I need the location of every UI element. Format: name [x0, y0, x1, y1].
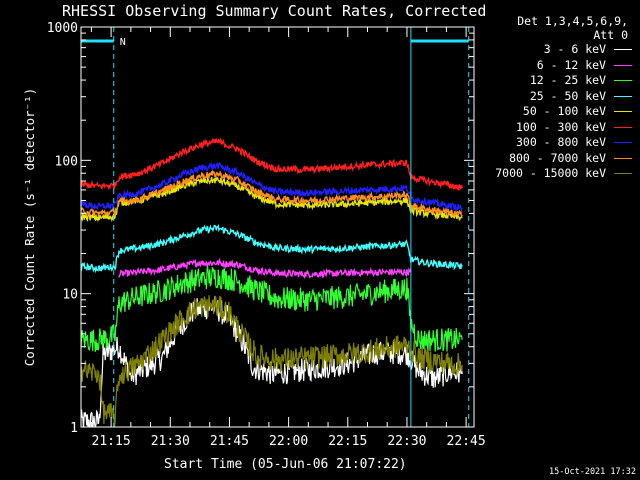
- legend-entry: 100 - 300 keV: [495, 120, 632, 136]
- y-tick-label: 10: [62, 288, 78, 303]
- saa-marker: N: [120, 37, 126, 48]
- legend-swatch: [614, 157, 632, 159]
- series-line: [118, 257, 412, 279]
- x-tick-label: 22:30: [387, 434, 426, 449]
- legend-header-line-2: Att 0: [593, 28, 628, 42]
- legend-label: 300 - 800 keV: [515, 135, 606, 149]
- series-line: [81, 169, 463, 218]
- legend-entry: 12 - 25 keV: [495, 73, 632, 89]
- y-tick-label: 100: [55, 154, 78, 169]
- timestamp: 15-Oct-2021 17:32: [549, 467, 636, 477]
- legend-swatch: [614, 64, 632, 66]
- legend-entry: 3 - 6 keV: [495, 42, 632, 58]
- legend-swatch: [614, 142, 632, 144]
- series-line: [81, 137, 463, 191]
- x-tick-label: 21:30: [151, 434, 190, 449]
- legend-entry: 25 - 50 keV: [495, 89, 632, 105]
- legend-header: Det 1,3,4,5,6,9, Att 0: [517, 14, 628, 42]
- legend-swatch: [614, 95, 632, 97]
- legend-swatch: [614, 126, 632, 128]
- series-line: [81, 224, 463, 274]
- legend-label: 12 - 25 keV: [529, 73, 606, 87]
- legend-swatch: [614, 173, 632, 175]
- series-line: [81, 176, 463, 223]
- x-tick-label: 21:15: [92, 434, 131, 449]
- legend-swatch: [614, 49, 632, 51]
- legend-entry: 6 - 12 keV: [495, 58, 632, 74]
- legend-label: 50 - 100 keV: [522, 104, 606, 118]
- y-tick-label: 1: [70, 421, 78, 436]
- x-tick-label: 21:45: [210, 434, 249, 449]
- legend-label: 25 - 50 keV: [529, 88, 606, 103]
- legend-label: 6 - 12 keV: [536, 57, 606, 72]
- legend-swatch: [614, 80, 632, 82]
- legend-entry: 7000 - 15000 keV: [495, 166, 632, 182]
- legend-swatch: [614, 111, 632, 113]
- legend-entry: 300 - 800 keV: [495, 135, 632, 151]
- legend-entry: 800 - 7000 keV: [495, 151, 632, 167]
- series-line: [81, 265, 463, 352]
- series-line: [81, 295, 463, 427]
- x-tick-label: 22:15: [328, 434, 367, 449]
- legend: 3 - 6 keV 6 - 12 keV 12 - 25 keV 25 - 50 ke…: [495, 42, 632, 182]
- y-axis-label: Corrected Count Rate (s⁻¹ detector⁻¹): [22, 88, 37, 366]
- legend-label: 3 - 6 keV: [543, 42, 606, 56]
- plot-frame: [80, 26, 475, 428]
- x-tick-label: 22:00: [269, 434, 308, 449]
- x-tick-label: 22:45: [447, 434, 486, 449]
- legend-label: 800 - 7000 keV: [509, 150, 606, 165]
- x-axis-label: Start Time (05-Jun-06 21:07:22): [164, 457, 407, 472]
- legend-header-line-1: Det 1,3,4,5,6,9,: [517, 14, 628, 28]
- y-tick-label: 1000: [47, 21, 78, 36]
- chart-title: RHESSI Observing Summary Count Rates, Co…: [62, 2, 487, 20]
- legend-label: 7000 - 15000 keV: [495, 166, 606, 180]
- series-line: [81, 161, 463, 212]
- legend-label: 100 - 300 keV: [515, 119, 606, 134]
- legend-entry: 50 - 100 keV: [495, 104, 632, 120]
